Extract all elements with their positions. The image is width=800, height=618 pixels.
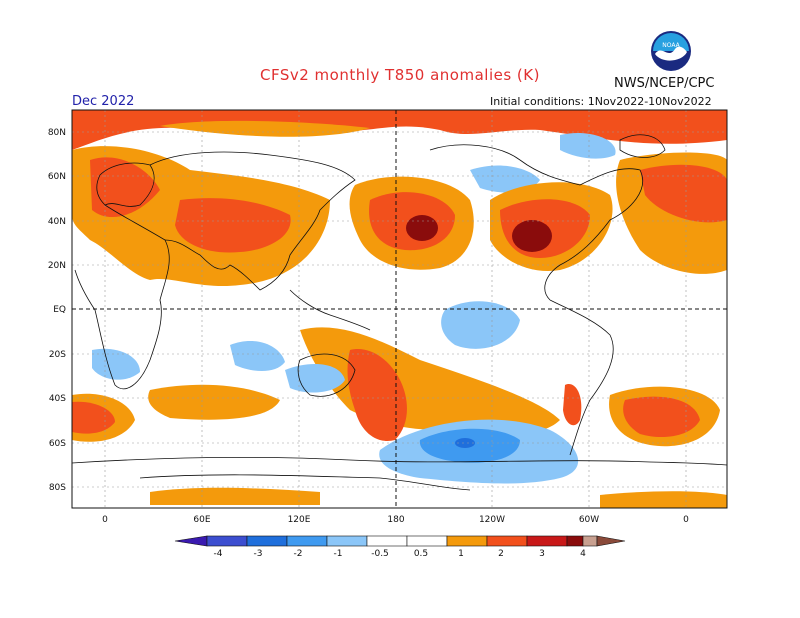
y-tick-label: 20N (48, 261, 66, 271)
colorbar-label: 3 (539, 549, 545, 559)
colorbar: -4 -3 -2 -1 -0.5 0.5 1 2 3 4 (174, 535, 626, 559)
x-tick-label: 60E (193, 515, 210, 525)
colorbar-swatch (406, 535, 448, 547)
noaa-logo-icon: NOAA (651, 31, 691, 71)
colorbar-swatch (246, 535, 288, 547)
colorbar-label: -0.5 (371, 549, 389, 559)
tropical-pacific-cold-region (441, 301, 520, 349)
x-tick-label: 180 (387, 515, 404, 525)
colorbar-label: -2 (294, 549, 303, 559)
y-tick-labels: 80N 60N 40N 20N EQ 20S 40S 60S 80S (48, 128, 66, 493)
x-tick-label: 0 (102, 515, 108, 525)
coastlines (72, 134, 727, 491)
colorbar-label: 1 (458, 549, 464, 559)
colorbar-label: 4 (580, 549, 586, 559)
colorbar-swatch (366, 535, 408, 547)
colorbar-swatch (582, 535, 598, 547)
y-tick-label: 40N (48, 217, 66, 227)
y-tick-label: 40S (49, 394, 66, 404)
y-tick-label: EQ (53, 305, 66, 315)
colorbar-swatch (326, 535, 368, 547)
map-frame (71, 109, 728, 509)
forecast-month: Dec 2022 (72, 94, 135, 109)
map-title: CFSv2 monthly T850 anomalies (K) (260, 66, 540, 84)
colorbar-swatch (526, 535, 568, 547)
arctic-warm-region (72, 110, 727, 150)
colorbar-label: -4 (214, 549, 223, 559)
colorbar-label: -3 (254, 549, 263, 559)
colorbar-high-arrow (596, 535, 626, 547)
svg-text:NOAA: NOAA (662, 42, 680, 49)
colorbar-label: 2 (498, 549, 504, 559)
map-grid (72, 110, 727, 508)
y-tick-label: 80N (48, 128, 66, 138)
x-tick-label: 120W (479, 515, 505, 525)
y-tick-label: 20S (49, 350, 66, 360)
colorbar-label: 0.5 (414, 549, 428, 559)
colorbar-low-arrow (174, 535, 208, 547)
colorbar-swatch (206, 535, 248, 547)
x-tick-label: 60W (579, 515, 599, 525)
colorbar-swatch (446, 535, 488, 547)
colorbar-label: -1 (334, 549, 343, 559)
colorbar-swatch (486, 535, 528, 547)
x-tick-label: 0 (683, 515, 689, 525)
y-tick-label: 60S (49, 439, 66, 449)
anomaly-field (72, 110, 727, 508)
x-tick-labels: 0 60E 120E 180 120W 60W 0 (102, 515, 689, 525)
y-tick-label: 80S (49, 483, 66, 493)
colorbar-swatch (566, 535, 584, 547)
y-tick-label: 60N (48, 172, 66, 182)
initial-conditions-label: Initial conditions: 1Nov2022-10Nov2022 (490, 95, 712, 108)
org-label: NWS/NCEP/CPC (614, 76, 715, 91)
colorbar-swatch (286, 535, 328, 547)
x-tick-label: 120E (288, 515, 311, 525)
